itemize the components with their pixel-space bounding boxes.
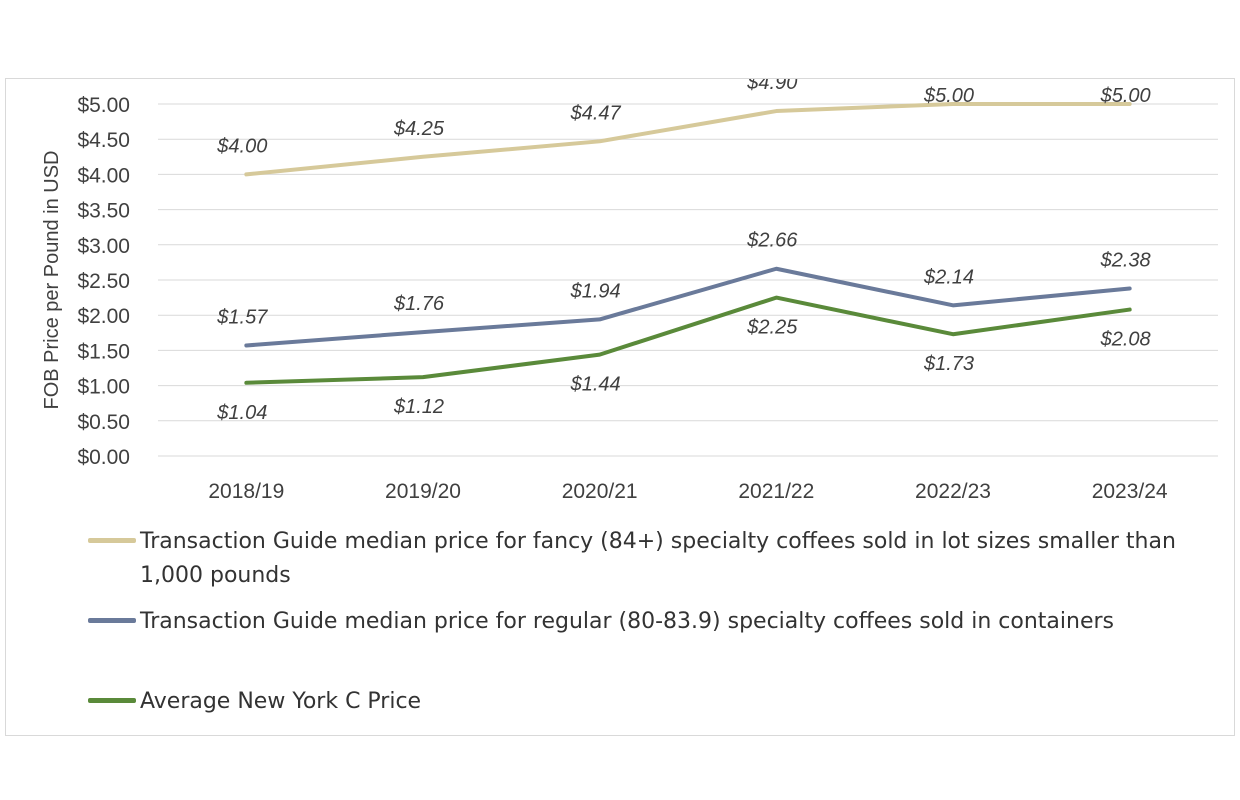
- series-line: [244, 266, 1132, 348]
- data-label: $4.25: [393, 118, 445, 140]
- y-tick-label: $3.50: [77, 200, 130, 223]
- data-label: $5.00: [1100, 85, 1151, 107]
- x-tick-label: 2022/23: [915, 480, 991, 503]
- series-line: [244, 102, 1132, 177]
- data-label: $4.00: [216, 135, 267, 157]
- legend-label-fancy: Transaction Guide median price for fancy…: [140, 529, 1176, 588]
- data-label: $1.94: [570, 280, 621, 302]
- data-label: $2.25: [746, 317, 798, 339]
- x-tick-label: 2019/20: [385, 480, 461, 503]
- y-tick-label: $2.00: [77, 305, 130, 328]
- legend-item-nyc: Average New York C Price: [88, 685, 1188, 719]
- x-tick-label: 2018/19: [208, 480, 284, 503]
- y-tick-label: $2.50: [77, 270, 130, 293]
- legend-label-nyc: Average New York C Price: [140, 689, 422, 714]
- data-label: $1.44: [570, 374, 621, 396]
- y-tick-label: $4.00: [77, 164, 130, 187]
- y-tick-label: $1.00: [77, 376, 130, 399]
- legend-swatch-nyc: [88, 698, 136, 703]
- y-tick-label: $4.50: [77, 129, 130, 152]
- data-label: $2.08: [1100, 329, 1151, 351]
- series-line: [244, 295, 1132, 385]
- line-chart: $0.00 $0.50 $1.00 $1.50 $2.00 $2.50 $3.00 $3.50…: [41, 79, 1218, 503]
- data-label: $1.04: [216, 402, 267, 424]
- data-label: $5.00: [923, 85, 974, 107]
- data-label: $4.90: [746, 79, 797, 94]
- data-label: $2.38: [1100, 249, 1151, 271]
- data-label: $2.14: [923, 266, 974, 288]
- data-label: $1.73: [923, 353, 974, 375]
- x-tick-label: 2023/24: [1092, 480, 1168, 503]
- x-tick-label: 2020/21: [562, 480, 638, 503]
- y-tick-label: $1.50: [77, 340, 130, 363]
- data-label: $1.12: [393, 396, 444, 418]
- legend-swatch-fancy: [88, 538, 136, 543]
- legend-swatch-regular: [88, 618, 136, 623]
- data-label: $2.66: [746, 230, 798, 252]
- y-tick-label: $0.00: [77, 446, 130, 469]
- data-label: $1.57: [216, 306, 268, 328]
- data-label: $4.47: [570, 102, 622, 124]
- y-tick-label: $5.00: [77, 94, 130, 117]
- y-axis-title: FOB Price per Pound in USD: [41, 151, 63, 410]
- legend-item-regular: Transaction Guide median price for regul…: [88, 605, 1188, 639]
- data-label: $1.76: [393, 293, 445, 315]
- y-tick-label: $3.00: [77, 235, 130, 258]
- legend-label-regular: Transaction Guide median price for regul…: [140, 609, 1114, 634]
- y-tick-label: $0.50: [77, 411, 130, 434]
- chart-frame: $0.00 $0.50 $1.00 $1.50 $2.00 $2.50 $3.00 $3.50…: [5, 78, 1235, 736]
- x-tick-label: 2021/22: [738, 480, 814, 503]
- legend-item-fancy: Transaction Guide median price for fancy…: [88, 525, 1188, 593]
